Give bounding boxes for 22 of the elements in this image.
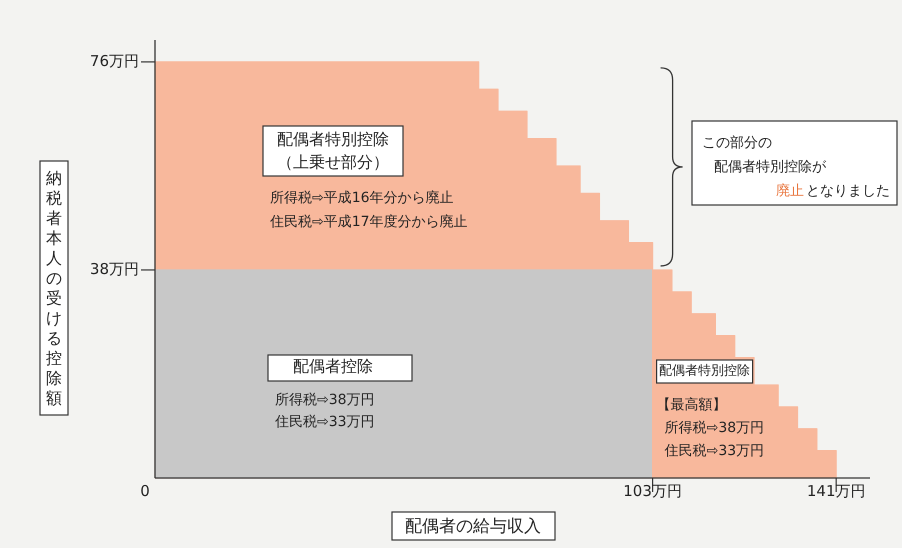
x-tick-label: 141万円 <box>806 482 866 500</box>
annotation: 住民税⇨33万円 <box>274 414 375 430</box>
annotation: 配偶者特別控除 <box>659 364 750 379</box>
y-tick-label: 38万円 <box>90 260 139 278</box>
annotation: となりました <box>806 182 890 199</box>
annotation: 所得税⇨平成16年分から廃止 <box>270 190 454 206</box>
annotation: 廃止 <box>776 182 804 199</box>
annotation: 【最高額】 <box>656 396 727 413</box>
y-tick-label: 76万円 <box>90 52 139 70</box>
annotation: （上乗せ部分） <box>277 152 389 172</box>
annotation: 所得税⇨38万円 <box>275 392 375 408</box>
x-tick-label: 103万円 <box>623 482 682 500</box>
text: 納税者本人の受ける控除額 <box>46 168 62 408</box>
annotation: 住民税⇨平成17年度分から廃止 <box>269 214 468 230</box>
annotation: 住民税⇨33万円 <box>664 442 764 459</box>
annotation: 配偶者特別控除が <box>714 158 827 175</box>
x-tick-label: 0 <box>140 482 150 500</box>
annotation: 所得税⇨38万円 <box>664 420 764 436</box>
x-axis-title: 配偶者の給与収入 <box>405 516 541 537</box>
annotation: この部分の <box>702 134 772 151</box>
annotation: 配偶者控除 <box>293 356 373 376</box>
annotation: 配偶者特別控除 <box>277 129 389 148</box>
